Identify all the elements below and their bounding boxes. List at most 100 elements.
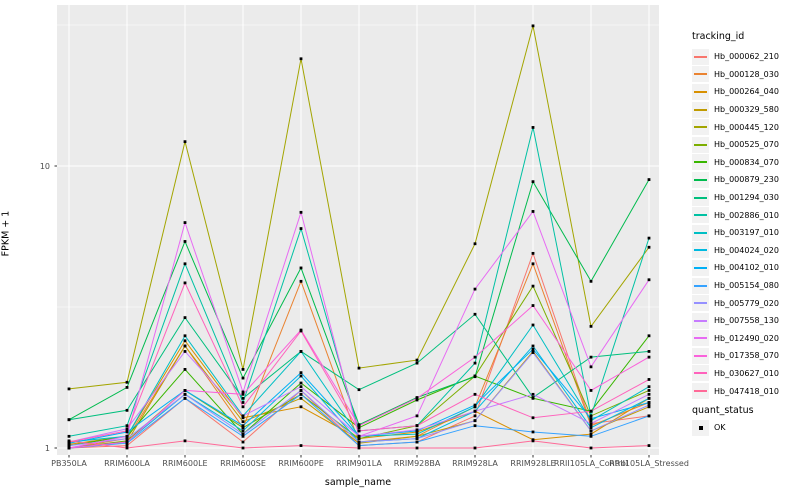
legend-label: Hb_047418_010 [714, 386, 779, 396]
data-point-marker [531, 126, 535, 129]
data-point-marker [531, 180, 535, 184]
legend-key-line-icon [694, 390, 707, 393]
data-point-marker [589, 417, 593, 421]
data-point-marker [589, 426, 593, 430]
legend-key [692, 154, 709, 171]
data-point-marker [531, 262, 535, 266]
data-point-marker [125, 427, 129, 431]
legend-key [692, 365, 709, 382]
data-point-marker [241, 390, 245, 394]
data-point-marker [415, 414, 419, 418]
data-point-marker [241, 376, 245, 380]
x-axis-title: sample_name [324, 477, 392, 488]
legend-key-line-icon [694, 319, 707, 322]
data-point-marker [647, 414, 651, 418]
x-tick-label: RRIM901LA [336, 459, 382, 468]
legend-key-line-icon [694, 302, 707, 305]
y-tick-label: 10 [39, 161, 50, 171]
legend-key [692, 48, 709, 65]
data-point-marker [183, 392, 187, 396]
data-point-marker [415, 432, 419, 436]
panel-background [57, 5, 659, 455]
data-point-marker [241, 416, 245, 420]
legend-entry: Hb_047418_010 [692, 382, 779, 400]
data-point-marker [183, 367, 187, 371]
data-point-marker [415, 446, 419, 450]
legend-entry: Hb_000834_070 [692, 154, 779, 172]
data-point-marker [589, 389, 593, 392]
data-point-marker [473, 414, 477, 418]
legend-entry: Hb_000879_230 [692, 171, 779, 189]
legend-key-line-icon [694, 196, 707, 199]
data-point-marker [473, 446, 477, 450]
data-point-marker [357, 444, 361, 447]
data-point-marker [241, 434, 245, 438]
data-point-marker [589, 279, 593, 283]
data-point-marker [473, 312, 477, 316]
data-point-marker [531, 210, 535, 213]
data-point-marker [647, 385, 651, 389]
data-point-marker [125, 429, 129, 433]
legend-key [692, 259, 709, 276]
data-point-marker [67, 387, 71, 391]
legend-key-line-icon [694, 372, 707, 375]
legend-key-line-icon [694, 161, 707, 164]
legend-entry: Hb_000128_030 [692, 66, 779, 84]
data-point-marker [183, 389, 187, 392]
legend-key-line-icon [694, 55, 707, 58]
data-point-marker [183, 281, 187, 285]
legend-label: Hb_002886_010 [714, 210, 779, 220]
data-point-marker [67, 418, 71, 422]
legend-key [692, 136, 709, 153]
data-point-marker [357, 437, 361, 440]
data-point-marker [415, 434, 419, 438]
data-point-marker [241, 432, 245, 436]
legend-key-line-icon [694, 231, 707, 234]
data-point-marker [531, 347, 535, 351]
legend-entry: Hb_030627_010 [692, 365, 779, 383]
data-point-marker [647, 236, 651, 240]
legend-key-line-icon [694, 108, 707, 111]
data-point-marker [415, 398, 419, 402]
data-point-marker [241, 401, 245, 404]
legend-entry: Hb_000329_580 [692, 101, 779, 119]
data-point-marker [589, 324, 593, 328]
data-point-marker [357, 426, 361, 430]
legend-label: Hb_030627_010 [714, 368, 779, 378]
data-point-marker [589, 422, 593, 426]
legend-key [692, 224, 709, 241]
legend-entry: Hb_000062_210 [692, 48, 779, 66]
data-point-marker [647, 401, 651, 404]
legend-key [692, 66, 709, 83]
legend-title: tracking_id [692, 31, 745, 42]
data-point-marker [241, 405, 245, 409]
legend-label: Hb_000834_070 [714, 157, 779, 167]
legend-key-line-icon [694, 178, 707, 181]
data-point-marker [299, 389, 303, 392]
legend-entry: Hb_003197_010 [692, 224, 779, 242]
data-point-marker [241, 414, 245, 418]
data-point-marker [125, 446, 129, 450]
data-point-marker [241, 367, 245, 371]
data-point-marker [183, 396, 187, 400]
data-point-marker [183, 316, 187, 320]
legend-entry: Hb_000525_070 [692, 136, 779, 154]
quant-status-legend-title: quant_status [692, 405, 754, 416]
y-tick-label: 1 [44, 443, 50, 453]
data-point-marker [67, 439, 71, 443]
legend-key [692, 330, 709, 347]
data-point-marker [531, 392, 535, 396]
data-point-marker [299, 227, 303, 230]
data-point-marker [299, 371, 303, 375]
x-tick-label: RRIM600LA [104, 459, 150, 468]
data-point-marker [589, 409, 593, 413]
data-point-marker [647, 444, 651, 447]
legend-label: Hb_000525_070 [714, 140, 779, 150]
data-point-marker [531, 416, 535, 420]
legend-label: Hb_000329_580 [714, 105, 779, 115]
data-point-marker [299, 279, 303, 283]
data-point-marker [241, 420, 245, 424]
data-point-marker [299, 374, 303, 378]
data-point-marker [531, 344, 535, 348]
